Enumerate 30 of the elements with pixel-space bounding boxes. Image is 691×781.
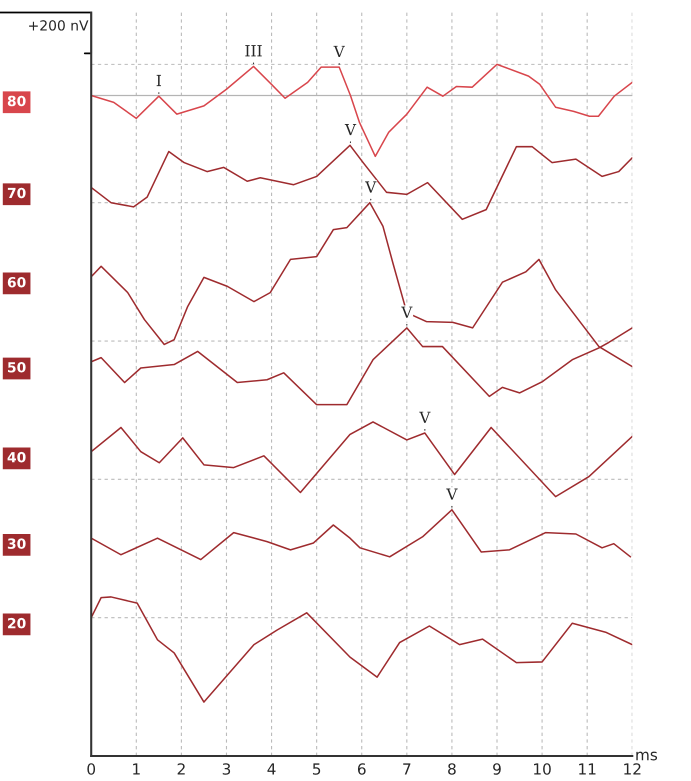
- text: 70: [8, 188, 26, 198]
- x-tick-label: 9: [493, 763, 501, 775]
- text: +200 nV: [29, 20, 88, 31]
- annotation: V: [419, 412, 431, 423]
- text: 80: [8, 96, 26, 106]
- x-tick-label: 8: [448, 763, 456, 775]
- text: 30: [8, 538, 26, 549]
- text: 40: [8, 452, 26, 462]
- annotation: V: [446, 488, 458, 500]
- annotation: I: [156, 74, 162, 86]
- annotation: V: [401, 306, 413, 318]
- x-tick-label: 10: [534, 763, 551, 775]
- text: 60: [8, 276, 26, 288]
- text: 20: [8, 618, 26, 628]
- x-tick-label: 12: [624, 763, 640, 775]
- x-tick-label: 1: [133, 763, 140, 775]
- x-tick-label: 0: [87, 763, 96, 775]
- x-tick-label: 3: [222, 763, 230, 775]
- x-tick-label: 11: [579, 763, 596, 775]
- x-tick-label: 5: [312, 763, 320, 775]
- annotation: V: [334, 46, 345, 58]
- x-tick-label: 4: [267, 763, 276, 775]
- annotation: V: [344, 124, 356, 136]
- x-axis-title: ms: [636, 752, 658, 760]
- x-tick-label: 7: [403, 763, 410, 775]
- annotation: V: [365, 181, 376, 193]
- x-tick-label: 6: [358, 763, 366, 775]
- x-tick-label: 2: [178, 763, 185, 775]
- text: 50: [8, 362, 26, 373]
- annotation: III: [245, 45, 262, 56]
